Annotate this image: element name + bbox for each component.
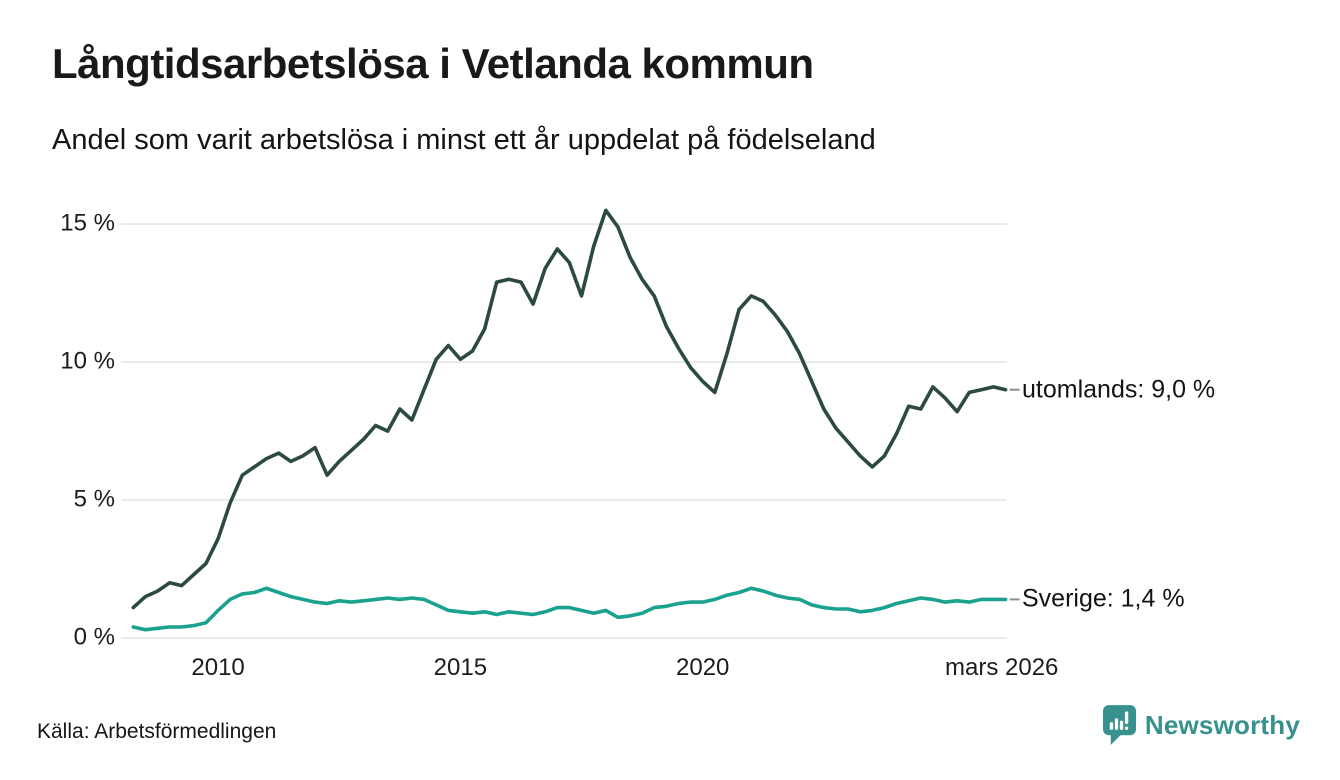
x-tick-label: 2010 [191,654,245,681]
x-tick-label: 2015 [433,654,488,681]
y-tick-label: 15 % [60,209,115,237]
source-note: Källa: Arbetsförmedlingen [37,720,277,743]
y-tick-label: 5 % [73,485,115,513]
newsworthy-logo-icon [1102,705,1136,745]
y-tick-label: 10 % [60,347,115,375]
series-end-label-Sverige: Sverige: 1,4 % [1022,584,1185,613]
y-tick-label: 0 % [73,623,115,651]
chart-subtitle: Andel som varit arbetslösa i minst ett å… [52,124,876,156]
newsworthy-logo-text: Newsworthy [1144,710,1300,740]
newsworthy-logo: Newsworthy [1102,705,1300,746]
x-tick-label: mars 2026 [944,654,1059,681]
chart-title: Långtidsarbetslösa i Vetlanda kommun [52,40,814,87]
series-line-utomlands [131,208,1008,610]
series-end-label-utomlands: utomlands: 9,0 % [1022,375,1216,404]
series-line-Sverige [131,586,1008,632]
x-tick-label: 2020 [675,654,730,681]
